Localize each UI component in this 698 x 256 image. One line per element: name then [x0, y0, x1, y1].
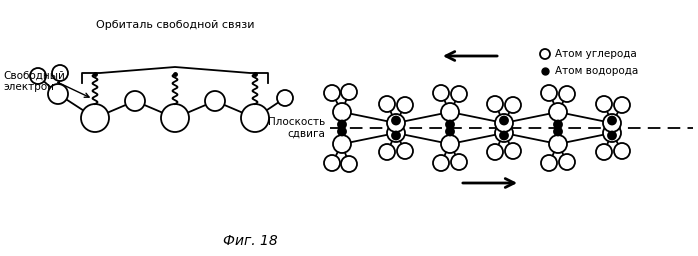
Circle shape — [554, 121, 562, 129]
Circle shape — [596, 96, 612, 112]
Circle shape — [48, 84, 68, 104]
Text: Атом углерода: Атом углерода — [555, 49, 637, 59]
Circle shape — [441, 103, 459, 121]
Circle shape — [387, 114, 405, 132]
Circle shape — [341, 156, 357, 172]
Circle shape — [603, 114, 621, 132]
Circle shape — [554, 127, 562, 135]
Circle shape — [387, 124, 405, 142]
Circle shape — [505, 97, 521, 113]
Circle shape — [392, 132, 400, 140]
Circle shape — [549, 135, 567, 153]
Circle shape — [333, 135, 351, 153]
Circle shape — [500, 116, 508, 124]
Circle shape — [81, 104, 109, 132]
Circle shape — [614, 97, 630, 113]
Text: Орбиталь свободной связи: Орбиталь свободной связи — [96, 20, 254, 30]
Circle shape — [495, 114, 513, 132]
Circle shape — [608, 132, 616, 140]
Circle shape — [603, 124, 621, 142]
Circle shape — [52, 65, 68, 81]
Circle shape — [338, 127, 346, 135]
Text: Фиг. 18: Фиг. 18 — [223, 234, 277, 248]
Circle shape — [379, 96, 395, 112]
Circle shape — [446, 121, 454, 129]
Circle shape — [608, 116, 616, 124]
Circle shape — [333, 103, 351, 121]
Circle shape — [446, 127, 454, 135]
Circle shape — [487, 144, 503, 160]
Circle shape — [397, 143, 413, 159]
Circle shape — [338, 121, 346, 129]
Circle shape — [505, 143, 521, 159]
Circle shape — [125, 91, 145, 111]
Circle shape — [241, 104, 269, 132]
Circle shape — [559, 154, 575, 170]
Circle shape — [451, 154, 467, 170]
Circle shape — [433, 85, 449, 101]
Text: Свободный
электрон: Свободный электрон — [3, 70, 65, 92]
Circle shape — [549, 103, 567, 121]
Circle shape — [541, 85, 557, 101]
Circle shape — [441, 135, 459, 153]
Circle shape — [379, 144, 395, 160]
Text: Плоскость
сдвига: Плоскость сдвига — [268, 117, 325, 139]
Circle shape — [500, 132, 508, 140]
Circle shape — [397, 97, 413, 113]
Circle shape — [205, 91, 225, 111]
Circle shape — [30, 68, 46, 84]
Circle shape — [540, 49, 550, 59]
Text: Атом водорода: Атом водорода — [555, 66, 638, 76]
Circle shape — [451, 86, 467, 102]
Circle shape — [541, 155, 557, 171]
Circle shape — [161, 104, 189, 132]
Circle shape — [487, 96, 503, 112]
Circle shape — [277, 90, 293, 106]
Circle shape — [341, 84, 357, 100]
Circle shape — [596, 144, 612, 160]
Circle shape — [324, 155, 340, 171]
Circle shape — [559, 86, 575, 102]
Circle shape — [324, 85, 340, 101]
Circle shape — [495, 124, 513, 142]
Circle shape — [433, 155, 449, 171]
Circle shape — [614, 143, 630, 159]
Circle shape — [392, 116, 400, 124]
